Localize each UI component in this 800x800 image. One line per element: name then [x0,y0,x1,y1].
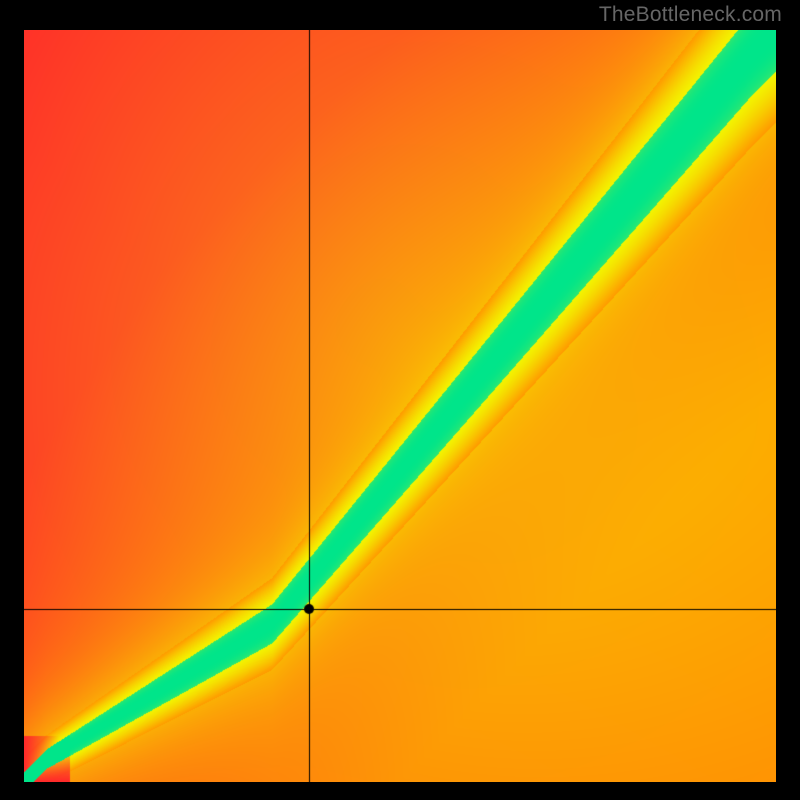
watermark-text: TheBottleneck.com [599,3,782,27]
plot-area [24,30,776,782]
chart-container: TheBottleneck.com [0,0,800,800]
heatmap-canvas [24,30,776,782]
